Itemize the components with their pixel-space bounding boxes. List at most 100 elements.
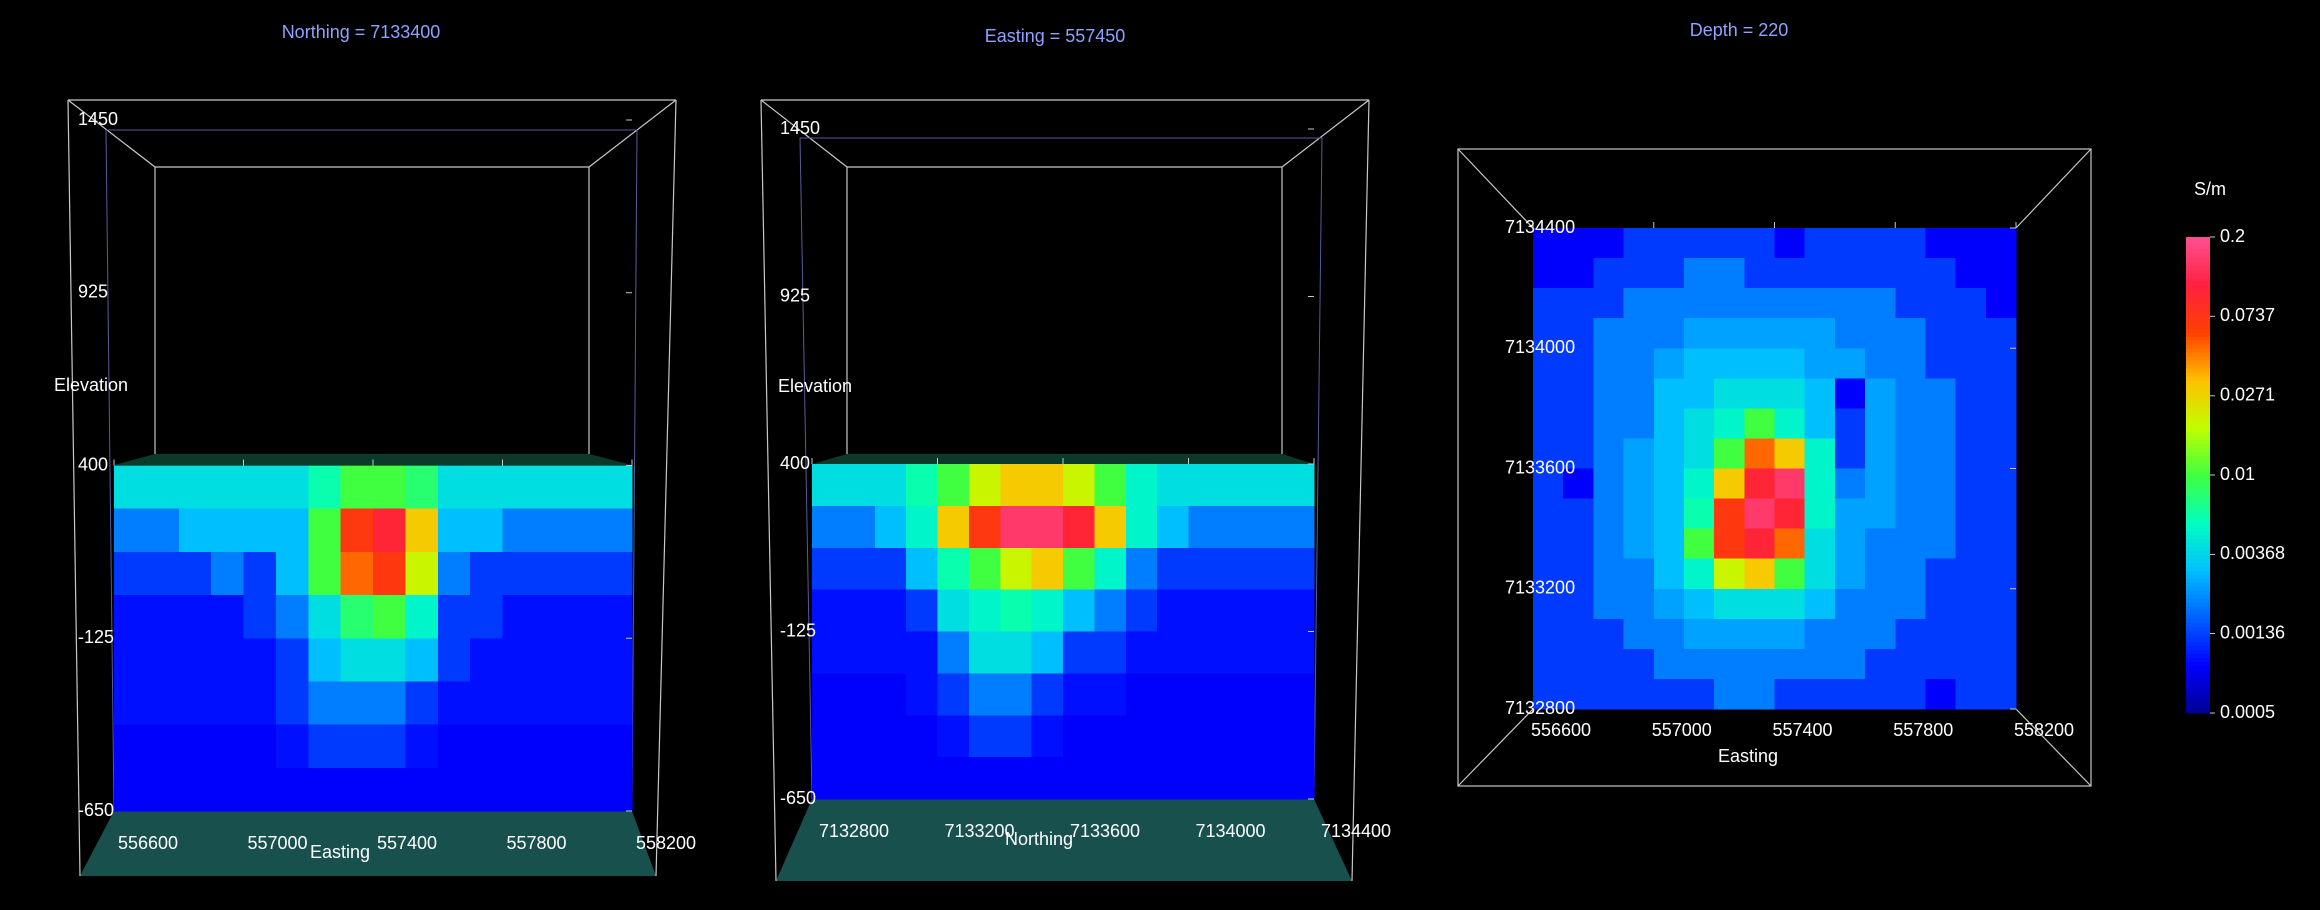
cell [1744, 288, 1776, 319]
cell [114, 724, 147, 769]
cell [1157, 505, 1190, 549]
cell [1653, 378, 1685, 409]
cell [1774, 258, 1806, 289]
colorbar-swatch [2186, 558, 2210, 563]
cell [1985, 468, 2017, 500]
cell [843, 673, 876, 716]
cell [937, 464, 970, 507]
cell [1251, 505, 1284, 549]
cell [812, 547, 844, 591]
cell [1985, 228, 2017, 259]
cell [1834, 408, 1866, 440]
cell [1804, 228, 1836, 259]
colorbar-swatch [2186, 288, 2210, 294]
colorbar-swatch [2186, 284, 2210, 290]
cell [1623, 528, 1655, 560]
cell [1251, 589, 1284, 633]
cell [1774, 288, 1806, 319]
cell [1623, 648, 1655, 680]
cell [502, 681, 536, 726]
x-tick-label: 7133600 [1070, 821, 1140, 841]
cell [1653, 318, 1685, 349]
cell [1804, 618, 1836, 650]
cell [405, 767, 439, 812]
colorbar-swatch [2186, 427, 2210, 432]
colorbar-swatch [2186, 526, 2210, 532]
cell [534, 508, 568, 553]
cell [405, 465, 439, 510]
cell [1000, 631, 1033, 674]
colorbar-swatch [2186, 645, 2210, 651]
cell [1834, 348, 1866, 379]
colorbar-swatch [2186, 431, 2210, 436]
cell [968, 715, 1001, 758]
frame-line [631, 129, 638, 812]
cell [1925, 468, 1957, 500]
cell [1533, 438, 1564, 470]
floor [80, 811, 656, 876]
cell [567, 681, 601, 726]
cell [1563, 468, 1594, 500]
colorbar-swatch [2186, 312, 2210, 317]
cell [1593, 228, 1625, 259]
colorbar-swatch [2186, 609, 2210, 615]
cell [1714, 378, 1745, 409]
cell [1955, 378, 1987, 409]
cell [1895, 438, 1927, 470]
cell [937, 673, 970, 716]
cell [1865, 348, 1896, 379]
cell [373, 551, 406, 596]
cell [308, 724, 342, 769]
cell [146, 638, 180, 683]
cell [1683, 318, 1715, 349]
cell [114, 638, 147, 683]
cell [1282, 715, 1315, 758]
cell [1653, 228, 1685, 259]
colorbar-swatch [2186, 332, 2210, 337]
cell [1563, 618, 1594, 650]
cell [968, 505, 1001, 549]
cell [1000, 464, 1033, 507]
colorbar-swatch [2186, 697, 2210, 702]
colorbar-swatch [2186, 272, 2210, 278]
colorbar-swatch [2186, 514, 2210, 520]
cell [1714, 318, 1745, 349]
cell [906, 715, 939, 758]
cell [1282, 673, 1315, 716]
cell [1188, 631, 1221, 674]
cell [1533, 348, 1564, 379]
colorbar-swatch [2186, 681, 2210, 686]
cell [1533, 408, 1564, 440]
cell [1804, 678, 1836, 710]
colorbar-tick-label: 0.0271 [2220, 385, 2275, 405]
cell [340, 724, 374, 769]
colorbar-swatch [2186, 280, 2210, 286]
cell [1623, 408, 1655, 440]
y-tick-label: 400 [780, 453, 810, 473]
cell [534, 595, 568, 639]
cell [1000, 715, 1033, 758]
cell [1063, 757, 1095, 800]
cell [405, 638, 439, 683]
cell [1623, 618, 1655, 650]
colorbar-swatch [2186, 399, 2210, 405]
cell [567, 767, 601, 812]
cell [1774, 318, 1806, 349]
cell [1094, 547, 1127, 591]
cell [1563, 288, 1594, 319]
cell [178, 681, 212, 726]
cell [1593, 588, 1625, 620]
cell [146, 595, 180, 639]
cell [1985, 408, 2017, 440]
cell [211, 551, 245, 596]
cell [567, 638, 601, 683]
cell [1865, 528, 1896, 560]
cell [1219, 505, 1252, 549]
cell [906, 547, 939, 591]
cell [470, 638, 504, 683]
colorbar-swatch [2186, 371, 2210, 377]
colorbar-swatch [2186, 510, 2210, 516]
cell [1533, 558, 1564, 590]
cell [1593, 678, 1625, 710]
cell [1925, 408, 1957, 440]
